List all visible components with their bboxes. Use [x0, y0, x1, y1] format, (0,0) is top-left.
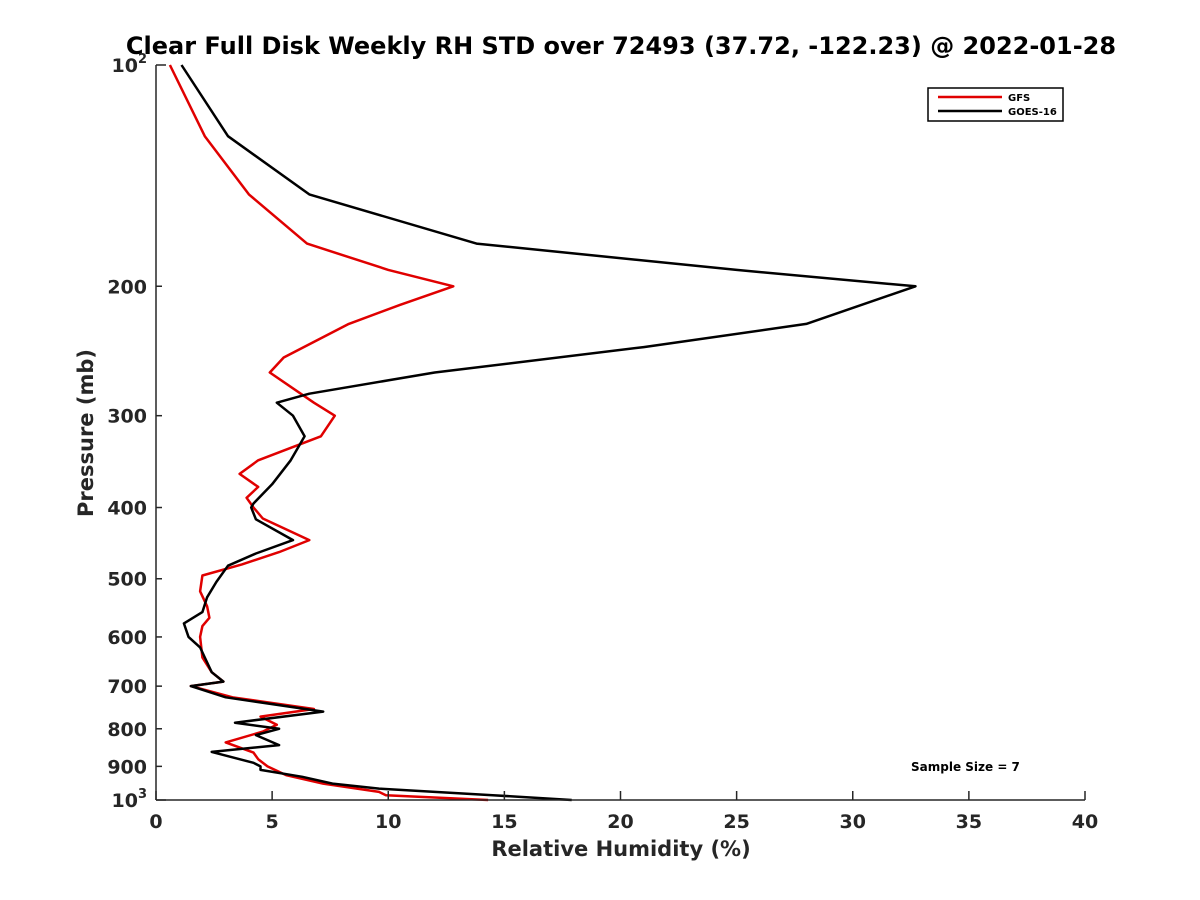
y-tick-label: 300 — [107, 406, 147, 428]
sample-size-annotation: Sample Size = 7 — [911, 760, 1020, 774]
x-tick-label: 5 — [266, 811, 279, 833]
legend-label-gfs: GFS — [1008, 93, 1030, 104]
y-tick-label: 400 — [107, 498, 147, 520]
axes: 0 5 10 15 20 25 30 35 40 200 300 400 500 600 700 800 900… — [107, 52, 1098, 833]
legend: GFS GOES-16 — [927, 87, 1064, 122]
legend-box — [927, 87, 1064, 122]
legend-label-goes16: GOES-16 — [1008, 107, 1057, 118]
series-line-gfs — [168, 64, 489, 802]
plot-area — [168, 64, 917, 802]
series-line-goes16 — [180, 64, 917, 802]
y-power-label: 103 — [112, 787, 148, 812]
chart-title: Clear Full Disk Weekly RH STD over 72493… — [126, 32, 1116, 60]
x-tick-label: 40 — [1072, 811, 1098, 833]
y-tick-label: 600 — [107, 627, 147, 649]
x-tick-label: 0 — [149, 811, 162, 833]
y-tick-label: 900 — [107, 756, 147, 778]
y-tick-label: 800 — [107, 719, 147, 741]
y-tick-label: 500 — [107, 569, 147, 591]
y-tick-label: 200 — [107, 276, 147, 298]
x-tick-label: 15 — [491, 811, 517, 833]
x-tick-label: 10 — [375, 811, 401, 833]
y-axis-label: Pressure (mb) — [74, 349, 98, 517]
y-power-label: 102 — [112, 52, 148, 77]
x-tick-label: 30 — [840, 811, 866, 833]
x-tick-label: 20 — [607, 811, 633, 833]
x-axis-label: Relative Humidity (%) — [491, 837, 750, 861]
x-tick-label: 35 — [956, 811, 982, 833]
y-tick-label: 700 — [107, 676, 147, 698]
x-tick-label: 25 — [723, 811, 749, 833]
